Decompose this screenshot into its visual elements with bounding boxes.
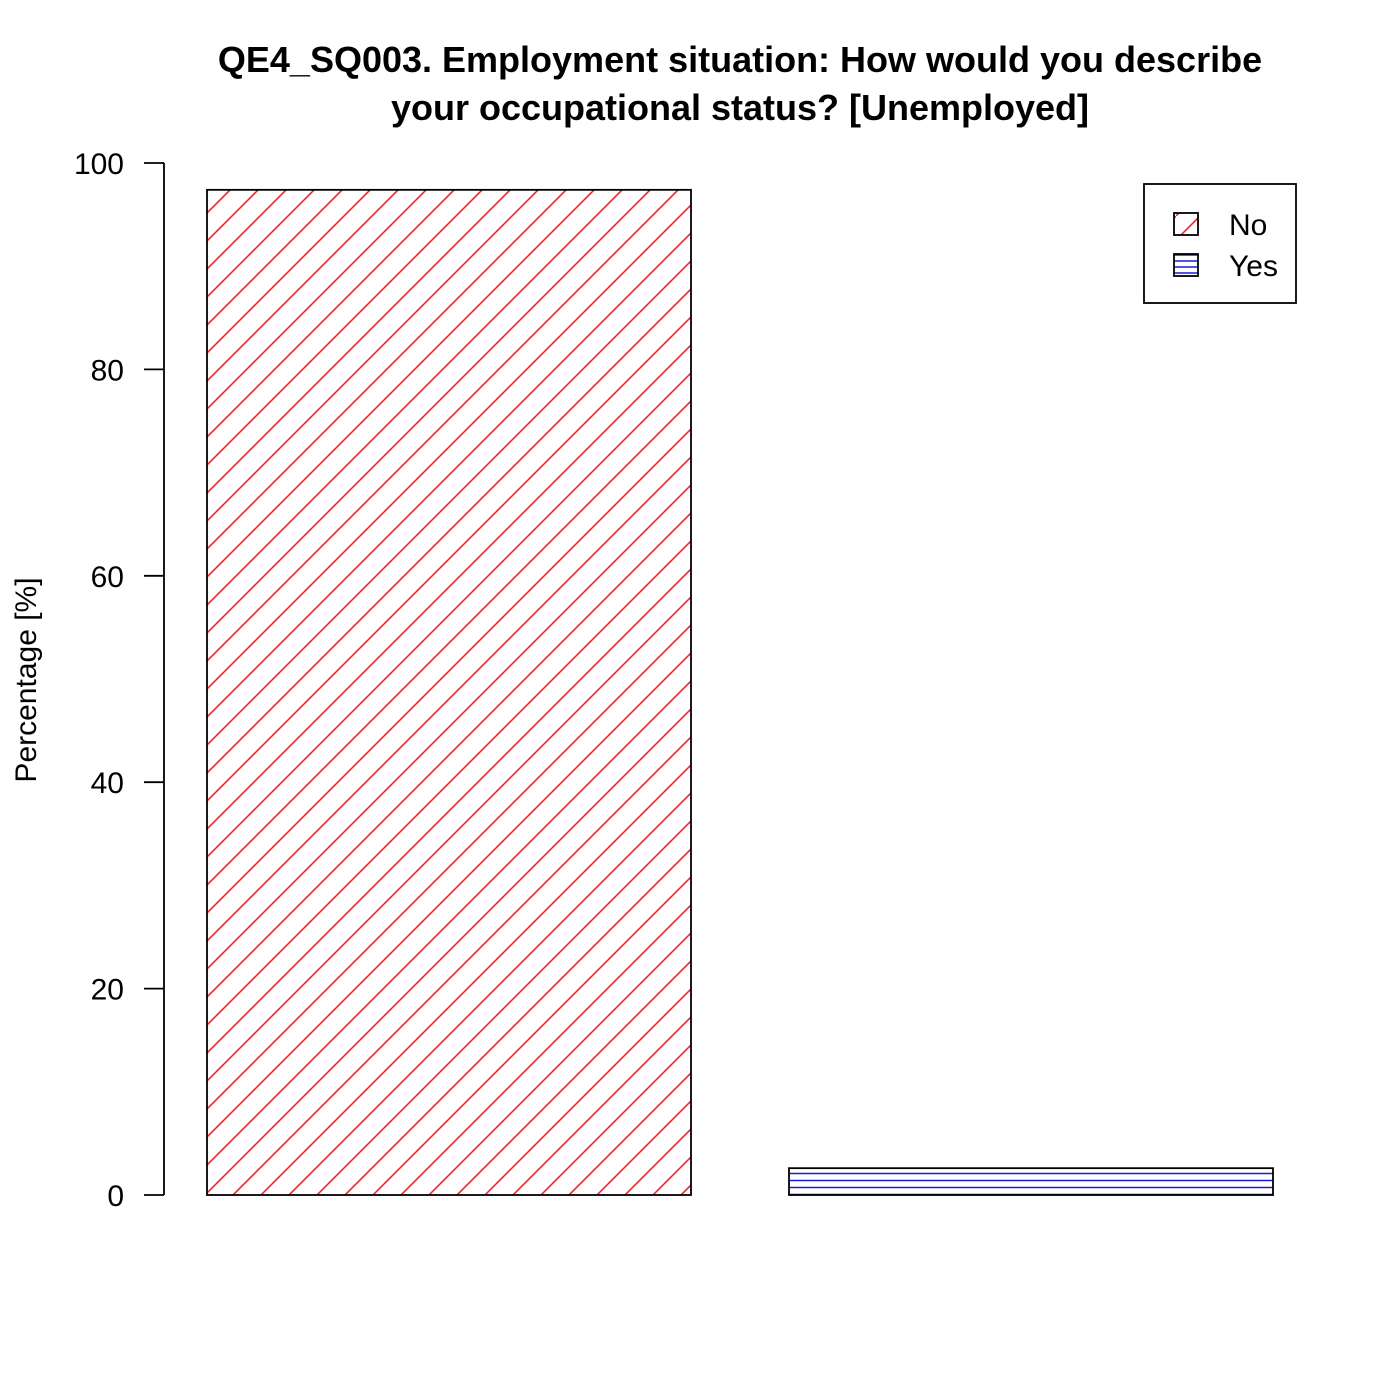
y-tick-label: 40 bbox=[91, 767, 124, 800]
legend-label-yes: Yes bbox=[1229, 250, 1278, 283]
chart-title-line-1: QE4_SQ003. Employment situation: How wou… bbox=[218, 39, 1262, 80]
bars bbox=[206, 188, 1274, 1196]
legend: No Yes bbox=[1143, 183, 1297, 304]
legend-label-no: No bbox=[1229, 209, 1267, 242]
y-axis-label: Percentage [%] bbox=[10, 577, 43, 782]
bar-no bbox=[206, 188, 692, 1196]
y-tick-label: 0 bbox=[107, 1180, 124, 1213]
y-tick-label: 60 bbox=[91, 561, 124, 594]
y-tick-label: 100 bbox=[74, 148, 124, 181]
y-tick-label: 80 bbox=[91, 354, 124, 387]
legend-box bbox=[1143, 183, 1297, 304]
legend-swatch-no bbox=[1173, 212, 1199, 236]
bar-yes bbox=[788, 1167, 1274, 1196]
legend-swatch-yes bbox=[1173, 253, 1199, 277]
y-axis: 0 20 40 60 80 100 bbox=[74, 148, 165, 1213]
y-tick-label: 20 bbox=[91, 974, 124, 1007]
chart-title-line-2: your occupational status? [Unemployed] bbox=[391, 87, 1089, 128]
